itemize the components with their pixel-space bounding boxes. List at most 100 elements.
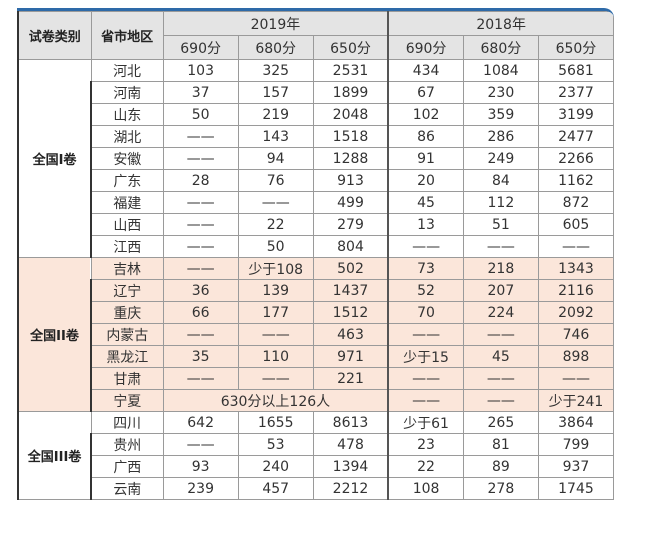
- value-2019-680: 143: [237, 125, 314, 148]
- value-2019-690: 239: [162, 477, 239, 500]
- value-2018-690: ——: [387, 323, 464, 346]
- value-2019-690: ——: [162, 147, 239, 170]
- value-2018-650: ——: [537, 235, 614, 258]
- province-cell: 吉林: [90, 257, 164, 280]
- value-2019-650: 2212: [312, 477, 389, 500]
- value-2019-690: ——: [162, 433, 239, 456]
- value-2018-690: 70: [387, 301, 464, 324]
- value-2019-690: 37: [162, 81, 239, 104]
- table-row: 全国II卷 吉林 —— 少于108 502 73 218 1343: [17, 257, 614, 412]
- value-2018-680: ——: [462, 389, 539, 412]
- value-2019-650: 2048: [312, 103, 389, 126]
- value-2018-690: 73: [387, 257, 464, 280]
- value-2019-650: 499: [312, 191, 389, 214]
- value-2019-690: 36: [162, 279, 239, 302]
- value-2019-680: 50: [237, 235, 314, 258]
- value-2018-650: 872: [537, 191, 614, 214]
- exam-type-cell: 全国III卷: [17, 411, 92, 500]
- province-cell: 山东: [90, 103, 164, 126]
- value-2019-690: ——: [162, 235, 239, 258]
- value-2018-690: 52: [387, 279, 464, 302]
- value-2019-650: 913: [312, 169, 389, 192]
- header-2018-650: 650分: [537, 35, 614, 60]
- header-year-2018: 2018年: [387, 11, 614, 36]
- value-2018-650: 3199: [537, 103, 614, 126]
- value-2018-680: 286: [462, 125, 539, 148]
- value-2018-680: 112: [462, 191, 539, 214]
- table-row: 黑龙江 35 110 971 少于15 45 898: [18, 345, 614, 368]
- value-2019-650: 8613: [312, 411, 389, 434]
- table-row: 宁夏 630分以上126人 —— —— 少于241: [18, 389, 614, 412]
- table-row: 辽宁 36 139 1437 52 207 2116: [18, 279, 614, 302]
- value-2018-680: ——: [462, 323, 539, 346]
- province-cell: 黑龙江: [90, 345, 164, 368]
- value-2019-650: 1437: [312, 279, 389, 302]
- province-cell: 贵州: [90, 433, 164, 456]
- value-2018-650: 3864: [537, 411, 614, 434]
- exam-type-cell: 全国II卷: [17, 257, 92, 412]
- table-row: 云南 239 457 2212 108 278 1745: [18, 477, 614, 500]
- value-2018-650: 746: [537, 323, 614, 346]
- value-2019-650: 221: [312, 367, 389, 390]
- table-row: 贵州 —— 53 478 23 81 799: [18, 433, 614, 456]
- province-cell: 河南: [90, 81, 164, 104]
- value-2019-650: 279: [312, 213, 389, 236]
- value-2018-650: 2266: [537, 147, 614, 170]
- table-row: 江西 —— 50 804 —— —— ——: [18, 235, 614, 258]
- province-cell: 甘肃: [90, 367, 164, 390]
- table-row: 安徽 —— 94 1288 91 249 2266: [18, 147, 614, 170]
- value-2018-680: 224: [462, 301, 539, 324]
- merged-2019-cell: 630分以上126人: [162, 389, 389, 412]
- value-2019-650: 1394: [312, 455, 389, 478]
- value-2019-680: 219: [237, 103, 314, 126]
- value-2019-680: 少于108: [237, 257, 314, 280]
- value-2018-690: 23: [387, 433, 464, 456]
- province-cell: 四川: [90, 411, 164, 434]
- value-2019-680: ——: [237, 367, 314, 390]
- value-2018-650: 2116: [537, 279, 614, 302]
- header-2019-690: 690分: [162, 35, 239, 60]
- value-2019-650: 1512: [312, 301, 389, 324]
- table-row: 广西 93 240 1394 22 89 937: [18, 455, 614, 478]
- table-row: 河南 37 157 1899 67 230 2377: [18, 81, 614, 104]
- value-2018-680: ——: [462, 235, 539, 258]
- value-2019-650: 971: [312, 345, 389, 368]
- value-2018-690: 102: [387, 103, 464, 126]
- table-row: 全国I卷 河北 103 325 2531 434 1084 5681: [17, 59, 614, 258]
- value-2019-690: ——: [162, 213, 239, 236]
- value-2019-690: ——: [162, 367, 239, 390]
- header-exam-type: 试卷类别: [17, 11, 92, 60]
- value-2018-680: ——: [462, 367, 539, 390]
- value-2019-680: 22: [237, 213, 314, 236]
- province-cell: 内蒙古: [90, 323, 164, 346]
- value-2019-650: 463: [312, 323, 389, 346]
- header-2018-690: 690分: [387, 35, 464, 60]
- header-2019-680: 680分: [237, 35, 314, 60]
- value-2019-680: 177: [237, 301, 314, 324]
- header-year-2019: 2019年: [162, 11, 389, 36]
- table-row: 湖北 —— 143 1518 86 286 2477: [18, 125, 614, 148]
- value-2018-650: ——: [537, 367, 614, 390]
- value-2019-680: 76: [237, 169, 314, 192]
- value-2019-680: 139: [237, 279, 314, 302]
- value-2019-690: ——: [162, 257, 239, 280]
- value-2018-690: 45: [387, 191, 464, 214]
- value-2018-680: 249: [462, 147, 539, 170]
- province-cell: 安徽: [90, 147, 164, 170]
- value-2018-690: ——: [387, 235, 464, 258]
- province-cell: 广西: [90, 455, 164, 478]
- value-2018-690: 少于15: [387, 345, 464, 368]
- value-2018-650: 1745: [537, 477, 614, 500]
- value-2018-680: 207: [462, 279, 539, 302]
- table-body: 全国I卷 河北 103 325 2531 434 1084 5681 河南 37 157 1899 67…: [17, 59, 614, 500]
- value-2019-650: 2531: [312, 59, 389, 82]
- table-row: 广东 28 76 913 20 84 1162: [18, 169, 614, 192]
- score-table-container: 试卷类别 省市地区 2019年 2018年 690分 680分 650分 690…: [17, 8, 614, 500]
- province-cell: 广东: [90, 169, 164, 192]
- value-2018-650: 2092: [537, 301, 614, 324]
- value-2019-690: 35: [162, 345, 239, 368]
- value-2018-690: 少于61: [387, 411, 464, 434]
- exam-type-cell: 全国I卷: [17, 59, 92, 258]
- table-row: 甘肃 —— —— 221 —— —— ——: [18, 367, 614, 390]
- table-row: 山东 50 219 2048 102 359 3199: [18, 103, 614, 126]
